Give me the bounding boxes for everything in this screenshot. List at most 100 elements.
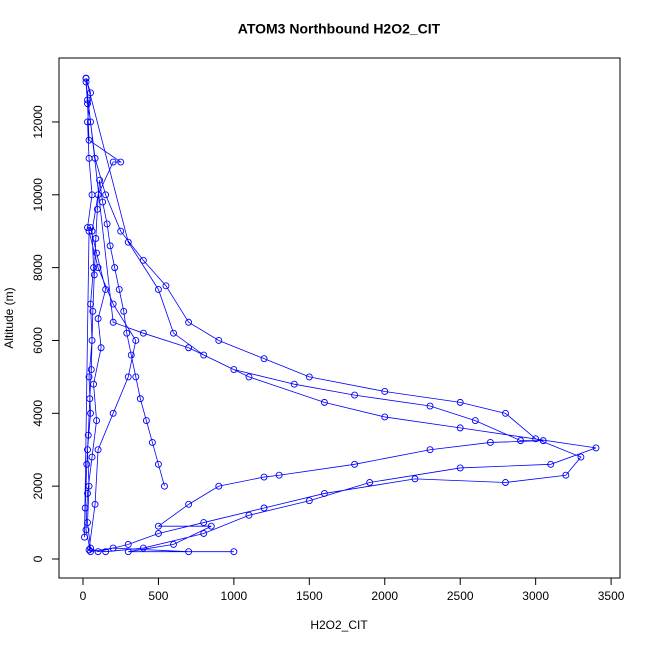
y-tick-label: 2000 — [31, 472, 45, 499]
point — [486, 438, 494, 446]
point — [351, 391, 359, 399]
point — [275, 471, 283, 479]
y-tick-label: 6000 — [31, 327, 45, 354]
point — [94, 315, 102, 323]
x-axis-label: H2O2_CIT — [310, 618, 368, 632]
point — [230, 366, 238, 374]
point — [260, 355, 268, 363]
point — [94, 548, 102, 556]
point — [109, 300, 117, 308]
point — [93, 249, 101, 257]
point — [245, 373, 253, 381]
y-tick-label: 4000 — [31, 400, 45, 427]
point — [577, 453, 585, 461]
point — [87, 89, 94, 97]
x-tick-label: 2000 — [371, 589, 398, 603]
point — [305, 373, 313, 381]
point — [87, 224, 94, 232]
point — [502, 479, 509, 486]
point — [154, 530, 162, 537]
x-tick-label: 2500 — [447, 589, 474, 603]
point — [215, 337, 223, 344]
point — [154, 522, 162, 530]
point — [102, 191, 110, 199]
point — [94, 446, 102, 454]
x-tick-label: 0 — [80, 589, 87, 603]
point — [84, 224, 91, 232]
x-tick-label: 500 — [148, 589, 168, 603]
point — [85, 546, 93, 554]
point — [471, 417, 479, 425]
x-tick-label: 1500 — [296, 589, 323, 603]
point — [84, 118, 91, 126]
point — [84, 431, 92, 439]
point — [132, 337, 140, 344]
point — [99, 198, 107, 206]
point — [84, 96, 91, 104]
point — [351, 460, 359, 468]
point — [260, 473, 268, 481]
point — [124, 373, 132, 381]
y-axis-label: Altitude (m) — [2, 287, 16, 348]
point — [532, 435, 540, 443]
point — [84, 100, 91, 108]
point — [90, 271, 98, 279]
point — [83, 460, 91, 468]
point — [109, 409, 117, 417]
point — [81, 533, 88, 541]
point — [90, 264, 98, 272]
point — [85, 373, 93, 381]
point — [102, 548, 110, 556]
point — [109, 158, 117, 166]
point — [245, 511, 253, 519]
point — [96, 176, 104, 184]
point — [82, 78, 90, 86]
point — [88, 191, 96, 199]
point — [97, 344, 105, 352]
connecting-line — [84, 78, 597, 553]
point — [82, 74, 90, 82]
point — [230, 548, 238, 556]
point — [200, 351, 208, 359]
x-tick-label: 1000 — [221, 589, 248, 603]
point — [539, 437, 547, 445]
point — [84, 446, 91, 454]
point — [85, 227, 93, 235]
point — [123, 329, 131, 337]
point — [92, 235, 100, 242]
point — [88, 453, 96, 461]
point — [456, 464, 464, 472]
point — [502, 409, 509, 417]
point — [124, 548, 132, 556]
point — [456, 424, 464, 432]
point — [139, 544, 147, 552]
point — [136, 395, 144, 403]
point — [142, 417, 150, 425]
point — [456, 398, 464, 406]
y-tick-label: 10000 — [31, 178, 45, 212]
point — [381, 413, 389, 421]
point — [85, 136, 93, 144]
point — [87, 409, 94, 417]
x-tick-label: 3500 — [598, 589, 625, 603]
point — [87, 118, 94, 126]
point — [115, 286, 123, 293]
point — [366, 479, 374, 486]
point — [87, 548, 94, 556]
point — [290, 380, 298, 388]
point — [162, 282, 170, 290]
point — [170, 540, 177, 548]
point — [132, 373, 140, 381]
point — [88, 227, 96, 235]
point — [109, 544, 117, 552]
point — [93, 205, 101, 213]
point — [103, 220, 111, 228]
point — [161, 482, 168, 490]
point — [93, 417, 101, 425]
point — [411, 475, 419, 483]
point — [185, 548, 193, 556]
point — [139, 329, 147, 337]
point — [185, 500, 193, 508]
point — [517, 437, 525, 445]
